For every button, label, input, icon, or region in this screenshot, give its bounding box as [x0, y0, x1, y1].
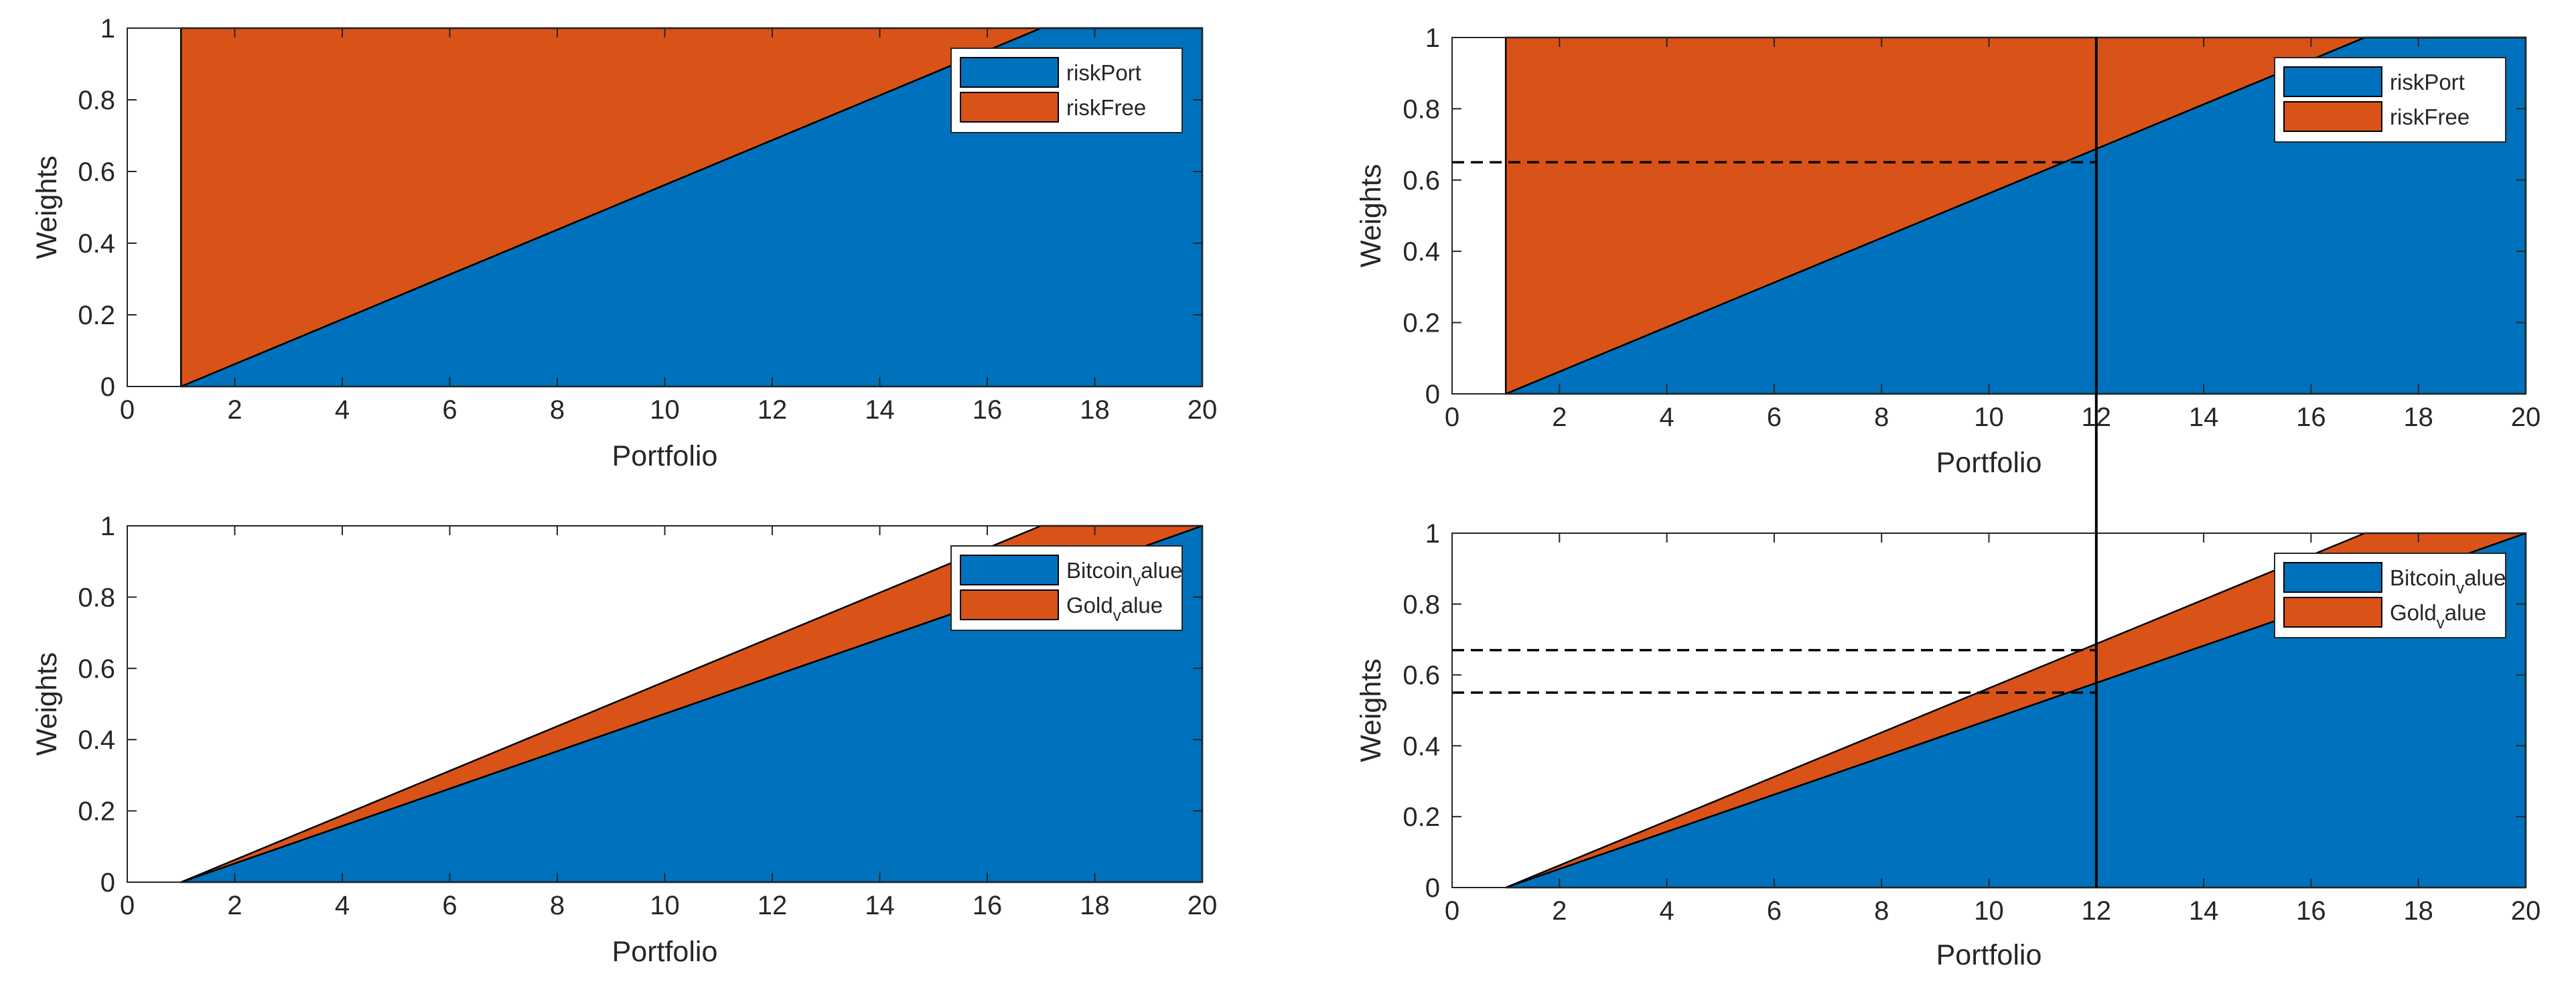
x-tick-label: 8 — [1874, 403, 1889, 432]
x-tick-label: 16 — [2296, 896, 2326, 926]
x-tick-label: 2 — [227, 891, 242, 920]
x-tick-label: 10 — [650, 891, 680, 920]
x-tick-label: 20 — [2511, 403, 2541, 432]
y-tick-label: 0.4 — [1403, 237, 1440, 267]
legend-swatch-Gold_value — [2283, 597, 2382, 628]
x-axis-label: Portfolio — [612, 936, 718, 968]
x-tick-label: 20 — [1188, 395, 1218, 425]
chart-risk-top-right: 0 2 4 6 8 10 12 14 16 18 2000.20.40.60.81Portfolio… — [1355, 23, 2541, 479]
legend-swatch-Bitcoin_value — [2283, 562, 2382, 593]
y-tick-label: 1 — [100, 14, 115, 44]
x-tick-label: 18 — [2403, 403, 2433, 432]
x-tick-label: 2 — [1552, 403, 1567, 432]
x-tick-label: 6 — [442, 891, 457, 920]
x-tick-label: 14 — [865, 395, 895, 425]
legend-label-Bitcoin_value: Bitcoinvalue — [1066, 558, 1182, 590]
x-tick-label: 6 — [1767, 403, 1782, 432]
x-tick-label: 12 — [758, 891, 788, 920]
y-tick-label: 0 — [1425, 873, 1440, 903]
y-axis-label: Weights — [31, 652, 63, 756]
x-tick-label: 0 — [120, 395, 135, 425]
x-tick-label: 2 — [1552, 896, 1567, 926]
y-tick-label: 0.4 — [78, 725, 115, 755]
legend-swatch-Gold_value — [960, 589, 1059, 620]
y-tick-label: 0.8 — [1403, 590, 1440, 620]
y-tick-label: 0.2 — [78, 301, 115, 330]
chart-risk-top-left: 0 2 4 6 8 10 12 14 16 18 20 0 0.2 0.4 0.6 0.8 1 Portfolio… — [31, 14, 1217, 472]
x-axis-label: Portfolio — [1936, 447, 2042, 479]
x-tick-label: 8 — [550, 395, 565, 425]
y-tick-label: 0.6 — [78, 157, 115, 187]
y-tick-label: 0 — [1425, 380, 1440, 409]
legend-swatch-riskPort — [960, 57, 1059, 88]
x-axis-label: Portfolio — [612, 440, 718, 472]
y-tick-label: 0.6 — [1403, 661, 1440, 691]
y-tick-label: 1 — [100, 512, 115, 541]
y-tick-label: 0.2 — [78, 797, 115, 827]
y-tick-label: 0.8 — [1403, 94, 1440, 124]
y-axis-label: Weights — [1355, 658, 1387, 762]
x-tick-label: 8 — [550, 891, 565, 920]
x-tick-label: 10 — [650, 395, 680, 425]
x-tick-label: 0 — [1445, 896, 1459, 926]
y-tick-label: 0.6 — [1403, 166, 1440, 196]
x-tick-label: 4 — [335, 891, 350, 920]
x-tick-label: 0 — [1445, 403, 1459, 432]
y-tick-label: 0.4 — [78, 229, 115, 259]
y-tick-label: 1 — [1425, 23, 1440, 53]
x-tick-label: 20 — [2511, 896, 2541, 926]
y-axis-label: Weights — [1355, 164, 1387, 268]
x-tick-label: 16 — [973, 891, 1003, 920]
x-tick-label: 6 — [442, 395, 457, 425]
x-tick-label: 14 — [865, 891, 895, 920]
legend-swatch-Bitcoin_value — [960, 555, 1059, 585]
legend-swatch-riskFree — [960, 92, 1059, 123]
x-tick-label: 4 — [335, 395, 350, 425]
x-tick-label: 8 — [1874, 896, 1889, 926]
legend-label-riskFree: riskFree — [1066, 95, 1146, 120]
x-tick-label: 14 — [2189, 403, 2219, 432]
x-tick-label: 2 — [227, 395, 242, 425]
x-tick-label: 0 — [120, 891, 135, 920]
legend-label-riskPort: riskPort — [1066, 60, 1141, 85]
x-tick-label: 10 — [1974, 896, 2004, 926]
y-tick-label: 0.8 — [78, 86, 115, 115]
y-tick-label: 0.2 — [1403, 309, 1440, 338]
x-tick-label: 16 — [973, 395, 1003, 425]
chart-assets-bottom-right: 0 2 4 6 8 10 12 14 16 18 20 0 0.2 0.4 0.6 0.8 1 Portfolio… — [1355, 519, 2541, 971]
y-tick-label: 0.8 — [78, 583, 115, 612]
y-tick-label: 0 — [100, 372, 115, 402]
x-tick-label: 4 — [1659, 896, 1674, 926]
y-tick-label: 0 — [100, 868, 115, 898]
x-tick-label: 18 — [1080, 395, 1110, 425]
legend-swatch-riskFree — [2283, 101, 2382, 132]
legend-label-riskFree: riskFree — [2390, 104, 2470, 129]
x-tick-label: 14 — [2189, 896, 2219, 926]
x-tick-label: 6 — [1767, 896, 1782, 926]
y-tick-label: 1 — [1425, 519, 1440, 549]
y-tick-label: 0.6 — [78, 654, 115, 684]
legend-swatch-riskPort — [2283, 66, 2382, 97]
legend-label-Bitcoin_value: Bitcoinvalue — [2390, 565, 2506, 597]
x-tick-label: 18 — [2403, 896, 2433, 926]
x-tick-label: 18 — [1080, 891, 1110, 920]
x-tick-label: 12 — [758, 395, 788, 425]
chart-assets-bottom-left: 0 2 4 6 8 10 12 14 16 18 20 0 0.2 0.4 0.6 0.8 1 Portfolio… — [31, 512, 1217, 968]
x-tick-label: 16 — [2296, 403, 2326, 432]
x-tick-label: 10 — [1974, 403, 2004, 432]
x-tick-label: 20 — [1188, 891, 1218, 920]
y-tick-label: 0.4 — [1403, 731, 1440, 761]
y-tick-label: 0.2 — [1403, 802, 1440, 832]
x-tick-label: 12 — [2082, 896, 2112, 926]
legend-label-riskPort: riskPort — [2390, 70, 2465, 94]
x-tick-label: 4 — [1659, 403, 1674, 432]
legend-label-Gold_value: Goldvalue — [2390, 600, 2486, 632]
x-axis-label: Portfolio — [1936, 939, 2042, 971]
y-axis-label: Weights — [31, 155, 63, 259]
legend-label-Gold_value: Goldvalue — [1066, 593, 1163, 625]
